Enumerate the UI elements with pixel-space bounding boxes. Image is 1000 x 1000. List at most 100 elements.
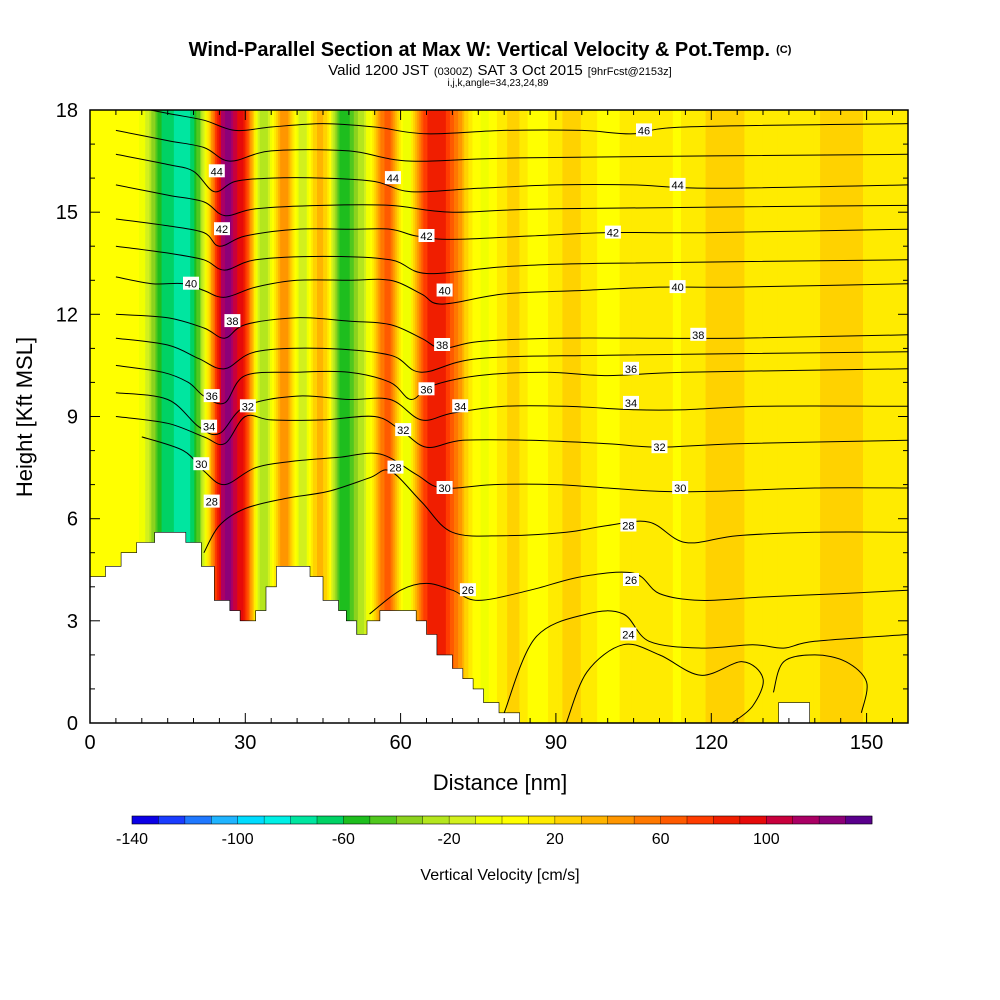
- contour-line: [115, 184, 908, 217]
- velocity-slice: [507, 110, 510, 723]
- velocity-slice: [619, 110, 623, 723]
- velocity-slice: [707, 110, 711, 723]
- velocity-slice: [386, 110, 390, 723]
- velocity-slice: [184, 110, 187, 723]
- velocity-slice: [756, 110, 760, 723]
- velocity-slice: [208, 110, 212, 723]
- velocity-slice: [889, 110, 893, 723]
- contour-label-text: 32: [653, 442, 665, 454]
- contour-label-text: 28: [206, 497, 218, 509]
- velocity-slice: [595, 110, 598, 723]
- contour-label-box: [604, 225, 621, 239]
- velocity-slice: [454, 110, 457, 723]
- velocity-slice: [478, 110, 482, 723]
- contour-label-text: 34: [454, 401, 466, 413]
- contour-label-box: [459, 583, 476, 597]
- contour-26: [369, 571, 908, 615]
- velocity-slice: [656, 110, 660, 723]
- velocity-slice: [409, 110, 412, 723]
- velocity-slice: [723, 110, 727, 723]
- contour-label: 30: [436, 481, 453, 495]
- velocity-slice: [468, 110, 471, 723]
- contour-label: 42: [214, 222, 230, 236]
- velocity-slice: [529, 110, 533, 723]
- velocity-slice: [265, 110, 269, 723]
- x-axis-label: Distance [nm]: [433, 770, 568, 795]
- contour-label: 32: [239, 399, 256, 413]
- contour-label-text: 36: [625, 364, 637, 376]
- velocity-slice: [586, 110, 590, 723]
- contour-label-box: [208, 164, 225, 178]
- contour-label: 38: [434, 338, 451, 352]
- velocity-slice: [685, 110, 688, 723]
- x-tick-label: 150: [850, 732, 883, 754]
- velocity-slice: [842, 110, 846, 723]
- velocity-slice: [554, 110, 557, 723]
- velocity-slice: [427, 110, 431, 723]
- contour-label-text: 26: [625, 575, 637, 587]
- velocity-slice: [754, 110, 758, 723]
- contour-label: 46: [636, 123, 652, 137]
- velocity-slice: [789, 110, 793, 723]
- velocity-slice: [740, 110, 743, 723]
- velocity-slice: [556, 110, 559, 723]
- contour-label-text: 42: [607, 228, 619, 240]
- velocity-slice: [263, 110, 267, 723]
- contour-label: 26: [623, 573, 639, 587]
- velocity-slice: [785, 110, 788, 723]
- y-tick-label: 15: [56, 202, 78, 224]
- velocity-slice: [660, 110, 664, 723]
- colorbar-swatch: [475, 816, 503, 824]
- velocity-slice: [126, 110, 130, 723]
- velocity-slice: [844, 110, 848, 723]
- colorbar-swatch: [158, 816, 186, 824]
- velocity-slice: [768, 110, 772, 723]
- x-tick-label: 30: [234, 732, 256, 754]
- velocity-slice: [846, 110, 850, 723]
- velocity-slice: [709, 110, 713, 723]
- velocity-slice: [546, 110, 549, 723]
- velocity-slice: [492, 110, 496, 723]
- velocity-slice: [885, 110, 889, 723]
- velocity-slice: [848, 110, 852, 723]
- velocity-slice: [417, 110, 420, 723]
- velocity-slice: [494, 110, 498, 723]
- velocity-slice: [288, 110, 292, 723]
- colorbar-swatch: [264, 816, 291, 824]
- velocity-slice: [629, 110, 633, 723]
- contour-label: 38: [224, 314, 241, 328]
- velocity-slice: [574, 110, 578, 723]
- colorbar-swatch: [502, 816, 529, 824]
- velocity-slice: [875, 110, 878, 723]
- velocity-slice: [642, 110, 645, 723]
- velocity-slice: [775, 110, 778, 723]
- velocity-slice: [715, 110, 719, 723]
- colorbar-swatch: [792, 816, 820, 824]
- velocity-slice: [175, 110, 179, 723]
- y-tick-label: 3: [67, 611, 78, 633]
- velocity-slice: [726, 110, 729, 723]
- velocity-slice: [566, 110, 570, 723]
- velocity-slice: [811, 110, 815, 723]
- contour-label-text: 40: [438, 286, 450, 298]
- contour-label-box: [620, 627, 637, 641]
- velocity-slice: [474, 110, 478, 723]
- velocity-slice: [609, 110, 613, 723]
- velocity-slice: [447, 110, 451, 723]
- velocity-slice: [182, 110, 185, 723]
- velocity-slice: [525, 110, 529, 723]
- contour-label: 34: [452, 399, 469, 413]
- contour-36: [115, 364, 908, 405]
- contour-line: [115, 129, 908, 162]
- velocity-slice: [795, 110, 799, 723]
- contour-28: [203, 469, 908, 553]
- velocity-slice: [670, 110, 674, 723]
- velocity-slice: [750, 110, 754, 723]
- velocity-slice: [854, 110, 858, 723]
- colorbar-swatch: [343, 816, 371, 824]
- chart-parameters: i,j,k,angle=34,23,24,89: [448, 78, 549, 89]
- velocity-slice: [290, 110, 294, 723]
- velocity-slice: [533, 110, 537, 723]
- velocity-slice: [873, 110, 876, 723]
- contour-label: 24: [620, 627, 637, 642]
